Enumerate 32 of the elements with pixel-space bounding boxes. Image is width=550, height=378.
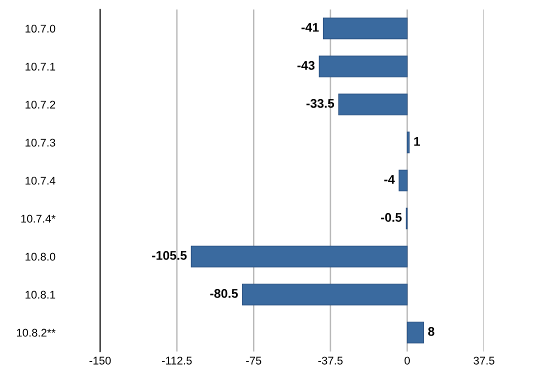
y-tick-label: 10.7.4 bbox=[26, 176, 56, 185]
bar bbox=[398, 170, 408, 192]
y-tick-label: 10.8.0 bbox=[26, 252, 56, 261]
y-tick-label: 10.8.1 bbox=[26, 290, 56, 299]
y-tick-label: 10.7.0 bbox=[26, 24, 56, 33]
bar bbox=[242, 284, 408, 306]
data-label: -0.5 bbox=[380, 213, 402, 222]
x-tick-label: 37.5 bbox=[474, 356, 494, 365]
y-tick-label: 10.7.3 bbox=[26, 138, 56, 147]
x-tick-label: -112.5 bbox=[162, 356, 192, 365]
data-label: -105.5 bbox=[152, 251, 187, 260]
y-tick-label: 10.7.2 bbox=[26, 100, 56, 109]
x-tick-label: -150 bbox=[89, 356, 111, 365]
data-label: -33.5 bbox=[306, 98, 334, 108]
bar bbox=[322, 18, 408, 40]
y-tick-label: 10.7.4* bbox=[21, 214, 56, 223]
y-tick-label: 10.7.1 bbox=[26, 62, 56, 71]
bar bbox=[338, 94, 408, 116]
data-label: 8 bbox=[428, 327, 434, 336]
x-tick-label: 0 bbox=[404, 356, 410, 365]
bar bbox=[318, 56, 408, 78]
x-tick-label: -75 bbox=[246, 356, 262, 365]
data-label: -43 bbox=[297, 60, 315, 70]
data-label: -4 bbox=[384, 175, 395, 184]
data-label: -41 bbox=[302, 23, 319, 32]
data-label: 1 bbox=[414, 137, 420, 146]
bar bbox=[406, 322, 424, 344]
x-tick-label: -37.5 bbox=[318, 356, 343, 365]
y-tick-label: 10.8.2** bbox=[16, 328, 56, 337]
data-label: -80.5 bbox=[210, 289, 238, 298]
bar bbox=[190, 246, 408, 268]
bar bbox=[406, 132, 410, 154]
